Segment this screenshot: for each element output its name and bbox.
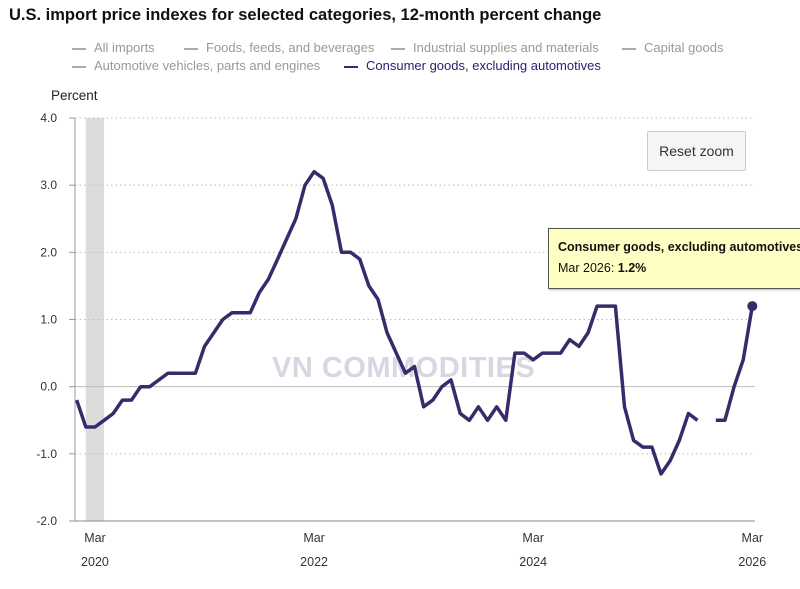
hovered-data-point bbox=[747, 301, 758, 312]
reset-zoom-button[interactable]: Reset zoom bbox=[647, 131, 746, 171]
legend-line-icon bbox=[72, 47, 86, 50]
x-tick-month: Mar bbox=[84, 531, 106, 545]
tooltip: Consumer goods, excluding automotives Ma… bbox=[548, 228, 800, 289]
tooltip-value: 1.2% bbox=[617, 261, 647, 275]
x-tick-month: Mar bbox=[303, 531, 325, 545]
y-tick-label: 1.0 bbox=[40, 313, 57, 327]
x-tick-month: Mar bbox=[742, 531, 764, 545]
tooltip-series: Consumer goods, excluding automotives bbox=[558, 240, 800, 254]
y-tick-label: -2.0 bbox=[36, 514, 57, 528]
legend-label: Foods, feeds, and beverages bbox=[206, 40, 375, 55]
tooltip-value-line: Mar 2026: 1.2% bbox=[558, 261, 646, 275]
legend-line-icon bbox=[184, 47, 198, 50]
legend-line-icon bbox=[344, 65, 358, 68]
y-tick-label: 2.0 bbox=[40, 245, 57, 259]
tooltip-date: Mar 2026 bbox=[558, 261, 611, 275]
legend-label: All imports bbox=[94, 40, 155, 55]
x-tick-year: 2024 bbox=[519, 555, 547, 569]
y-tick-label: 4.0 bbox=[40, 111, 57, 125]
tooltip-separator: : bbox=[610, 261, 618, 275]
legend-item-industrial-supplies[interactable]: Industrial supplies and materials bbox=[391, 40, 599, 55]
legend-item-automotive[interactable]: Automotive vehicles, parts and engines bbox=[72, 58, 320, 73]
legend-label: Automotive vehicles, parts and engines bbox=[94, 58, 321, 73]
legend-label: Consumer goods, excluding automotives bbox=[366, 58, 601, 73]
legend-label: Industrial supplies and materials bbox=[413, 40, 599, 55]
y-axis-title: Percent bbox=[51, 88, 98, 103]
series-line-consumer-goods bbox=[75, 169, 755, 476]
x-tick-year: 2022 bbox=[300, 555, 328, 569]
legend-item-consumer-goods[interactable]: Consumer goods, excluding automotives bbox=[344, 58, 601, 73]
legend-line-icon bbox=[391, 47, 405, 50]
x-tick-month: Mar bbox=[522, 531, 544, 545]
recession-band bbox=[85, 118, 105, 521]
chart-title: U.S. import price indexes for selected c… bbox=[9, 6, 602, 24]
y-tick-label: 0.0 bbox=[40, 380, 57, 394]
legend-item-foods[interactable]: Foods, feeds, and beverages bbox=[184, 40, 374, 55]
y-tick-label: -1.0 bbox=[36, 447, 57, 461]
x-tick-year: 2026 bbox=[738, 555, 766, 569]
legend-label: Capital goods bbox=[644, 40, 724, 55]
legend-item-all-imports[interactable]: All imports bbox=[72, 40, 155, 55]
legend-line-icon bbox=[72, 65, 86, 68]
y-tick-label: 3.0 bbox=[40, 178, 57, 192]
x-tick-year: 2020 bbox=[81, 555, 109, 569]
legend-line-icon bbox=[622, 47, 636, 50]
legend-item-capital-goods[interactable]: Capital goods bbox=[622, 40, 724, 55]
